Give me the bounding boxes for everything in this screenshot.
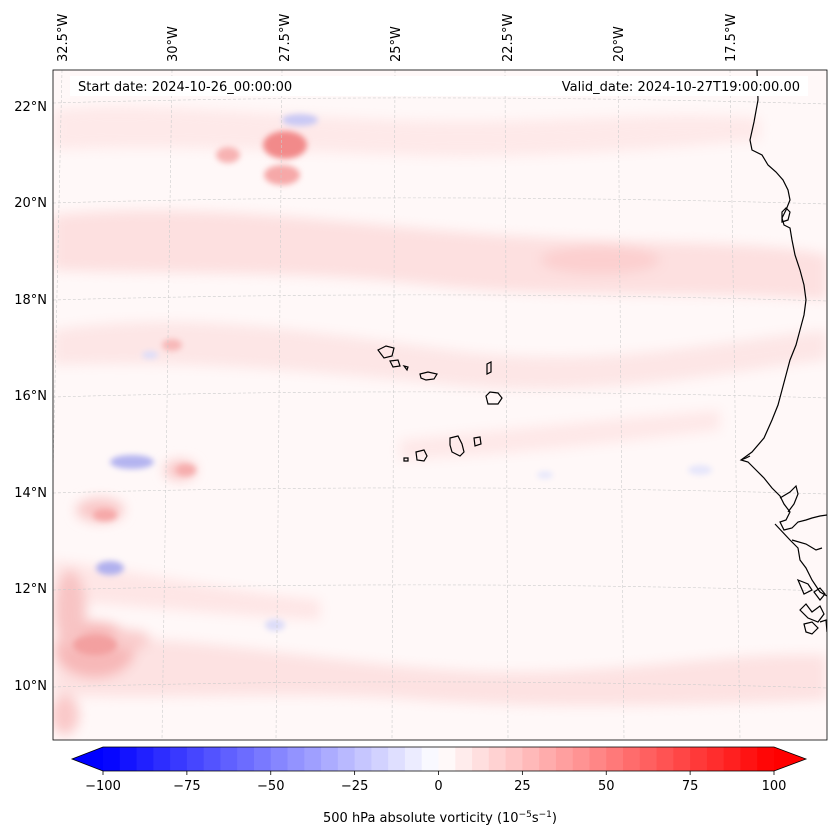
start-date-label: Start date: 2024-10-26_00:00:00 [78, 80, 292, 95]
colorbar-cells [103, 747, 775, 771]
colorbar-tick-label: −25 [341, 779, 368, 794]
colorbar-cell [287, 747, 305, 771]
colorbar-cell [153, 747, 171, 771]
colorbar: −100 −75 −50 −25 0 25 50 75 100 500 hPa absolute… [70, 746, 808, 826]
colorbar-cell [606, 747, 624, 771]
colorbar-cell [723, 747, 741, 771]
colorbar-tick-label: 25 [514, 779, 531, 794]
map-background [53, 70, 827, 740]
vorticity-field [53, 70, 827, 740]
colorbar-tick-label: 75 [682, 779, 699, 794]
colorbar-tick-label: 50 [598, 779, 615, 794]
lon-label: 20°W [612, 26, 627, 62]
colorbar-cell [337, 747, 356, 771]
cape-verde-islands [377, 345, 503, 462]
colorbar-cell [589, 747, 607, 771]
colorbar-cell [539, 747, 557, 771]
lat-label: 10°N [14, 679, 47, 694]
map-frame [52, 69, 828, 741]
colorbar-cell [170, 747, 188, 771]
colorbar-cell [203, 747, 221, 771]
lon-label: 30°W [166, 26, 181, 62]
colorbar-cell [572, 747, 590, 771]
colorbar-cell [639, 747, 658, 771]
colorbar-cell [757, 747, 775, 771]
lat-label: 22°N [14, 100, 47, 115]
lon-label: 25°W [389, 26, 404, 62]
lon-label: 32.5°W [56, 14, 71, 62]
gridlines [53, 70, 827, 740]
colorbar-cell [119, 747, 138, 771]
colorbar-tick-label: −75 [173, 779, 200, 794]
lat-label: 18°N [14, 293, 47, 308]
header-banner: Start date: 2024-10-26_00:00:00 Valid_da… [70, 76, 808, 96]
longitude-labels: 32.5°W 30°W 27.5°W 25°W 22.5°W 20°W 17.5… [56, 14, 739, 62]
colorbar-cell [186, 747, 205, 771]
valid-date-label: Valid_date: 2024-10-27T19:00:00.00 [562, 80, 800, 95]
lon-label: 22.5°W [501, 14, 516, 62]
colorbar-cell [438, 747, 456, 771]
colorbar-cell [690, 747, 708, 771]
colorbar-tick-label: 100 [762, 779, 787, 794]
colorbar-label: 500 hPa absolute vorticity (10−5s−1) [323, 810, 557, 826]
colorbar-cell [522, 747, 540, 771]
colorbar-cell [371, 747, 389, 771]
colorbar-cell [505, 747, 523, 771]
lat-label: 20°N [14, 196, 47, 211]
latitude-labels: 22°N 20°N 18°N 16°N 14°N 12°N 10°N [14, 100, 47, 694]
colorbar-cell [740, 747, 758, 771]
west-african-coastline [739, 70, 827, 635]
colorbar-tick-label: −100 [85, 779, 121, 794]
colorbar-cell [706, 747, 725, 771]
colorbar-cell [304, 747, 322, 771]
colorbar-tick-label: −50 [257, 779, 284, 794]
lat-label: 14°N [14, 486, 47, 501]
colorbar-cell [136, 747, 154, 771]
colorbar-cell [253, 747, 272, 771]
colorbar-cell [237, 747, 255, 771]
lon-label: 17.5°W [724, 14, 739, 62]
colorbar-cell [103, 747, 121, 771]
lat-label: 16°N [14, 389, 47, 404]
colorbar-cell [656, 747, 674, 771]
lon-label: 27.5°W [278, 14, 293, 62]
colorbar-cell [455, 747, 473, 771]
map-plot-area [52, 69, 828, 741]
colorbar-cell [270, 747, 289, 771]
lat-label: 12°N [14, 582, 47, 597]
colorbar-low-extension [72, 747, 103, 771]
colorbar-cell [404, 747, 423, 771]
colorbar-cell [321, 747, 339, 771]
colorbar-cell [488, 747, 507, 771]
colorbar-cell [388, 747, 406, 771]
colorbar-cell [555, 747, 574, 771]
colorbar-cell [472, 747, 490, 771]
colorbar-cell [220, 747, 238, 771]
colorbar-tick-label: 0 [434, 779, 442, 794]
colorbar-cell [421, 747, 439, 771]
colorbar-cell [673, 747, 691, 771]
colorbar-cell [354, 747, 372, 771]
colorbar-high-extension [774, 747, 806, 771]
colorbar-ticks: −100 −75 −50 −25 0 25 50 75 100 [85, 771, 786, 794]
colorbar-cell [623, 747, 641, 771]
